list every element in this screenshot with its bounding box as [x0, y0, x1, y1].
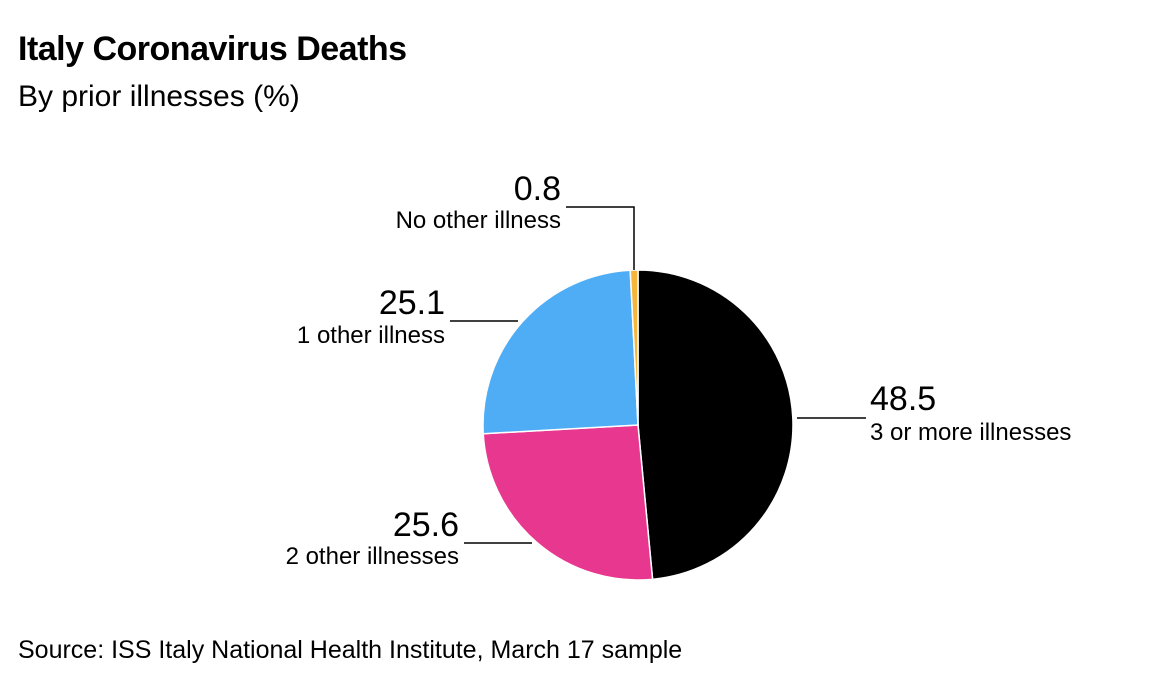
pie-slice-1	[482, 424, 654, 581]
value-label-slice-0: 48.5	[870, 380, 936, 418]
pie-labels: 48.5 3 or more illnesses 25.6 2 other il…	[286, 170, 1072, 570]
leader-line-slice-3	[566, 206, 635, 270]
value-label-slice-3: 0.8	[514, 170, 561, 208]
value-label-slice-1: 25.6	[393, 506, 459, 544]
category-label-slice-0: 3 or more illnesses	[870, 419, 1071, 446]
category-label-slice-3: No other illness	[396, 207, 561, 234]
pie-slices	[482, 269, 794, 581]
pie-slice-3	[629, 269, 639, 426]
chart-title: Italy Coronavirus Deaths	[18, 30, 407, 68]
source-note: Source: ISS Italy National Health Instit…	[18, 636, 683, 664]
value-label-slice-2: 25.1	[379, 284, 445, 322]
chart-subtitle: By prior illnesses (%)	[18, 80, 300, 113]
pie-slice-2	[482, 269, 639, 435]
category-label-slice-2: 1 other illness	[297, 322, 445, 349]
pie-slice-0	[637, 269, 794, 581]
category-label-slice-1: 2 other illnesses	[286, 543, 459, 570]
